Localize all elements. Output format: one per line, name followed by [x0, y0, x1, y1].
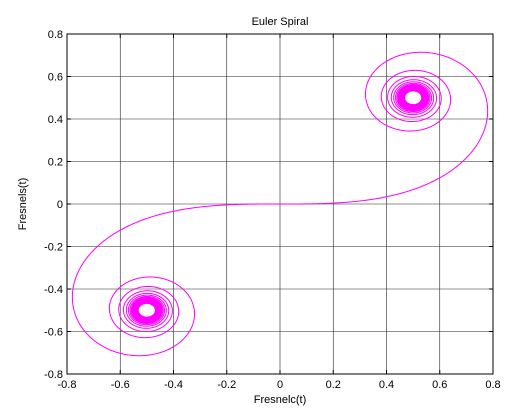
x-tick-label: -0.4 [164, 379, 183, 391]
chart-title: Euler Spiral [252, 16, 309, 28]
x-tick-label: 0 [277, 379, 283, 391]
x-tick-label: 0.4 [379, 379, 394, 391]
x-axis-title: Fresnelc(t) [254, 394, 307, 406]
y-tick-label: -0.2 [44, 242, 63, 254]
ticks: -0.8 -0.6 -0.4 -0.2 0 0.2 0.4 0.6 0.8 -0.8 -0.6 -0.… [44, 29, 501, 391]
y-tick-label: 0.2 [48, 157, 63, 169]
y-tick-label: 0.6 [48, 72, 63, 84]
x-tick-label: -0.8 [58, 379, 77, 391]
x-tick-label: 0.6 [432, 379, 447, 391]
x-tick-label: -0.2 [217, 379, 236, 391]
x-tick-label: 0.2 [326, 379, 341, 391]
euler-spiral-series-line [71, 51, 489, 357]
data-layer [71, 51, 489, 357]
y-tick-label: -0.8 [44, 369, 63, 381]
y-tick-label: -0.4 [44, 284, 63, 296]
x-tick-label: -0.6 [111, 379, 130, 391]
y-axis-title: Fresnels(t) [17, 178, 29, 231]
y-tick-label: 0.4 [48, 114, 63, 126]
x-tick-label: 0.8 [485, 379, 500, 391]
y-tick-label: -0.6 [44, 327, 63, 339]
y-tick-label: 0.8 [48, 29, 63, 41]
y-tick-label: 0 [57, 199, 63, 211]
